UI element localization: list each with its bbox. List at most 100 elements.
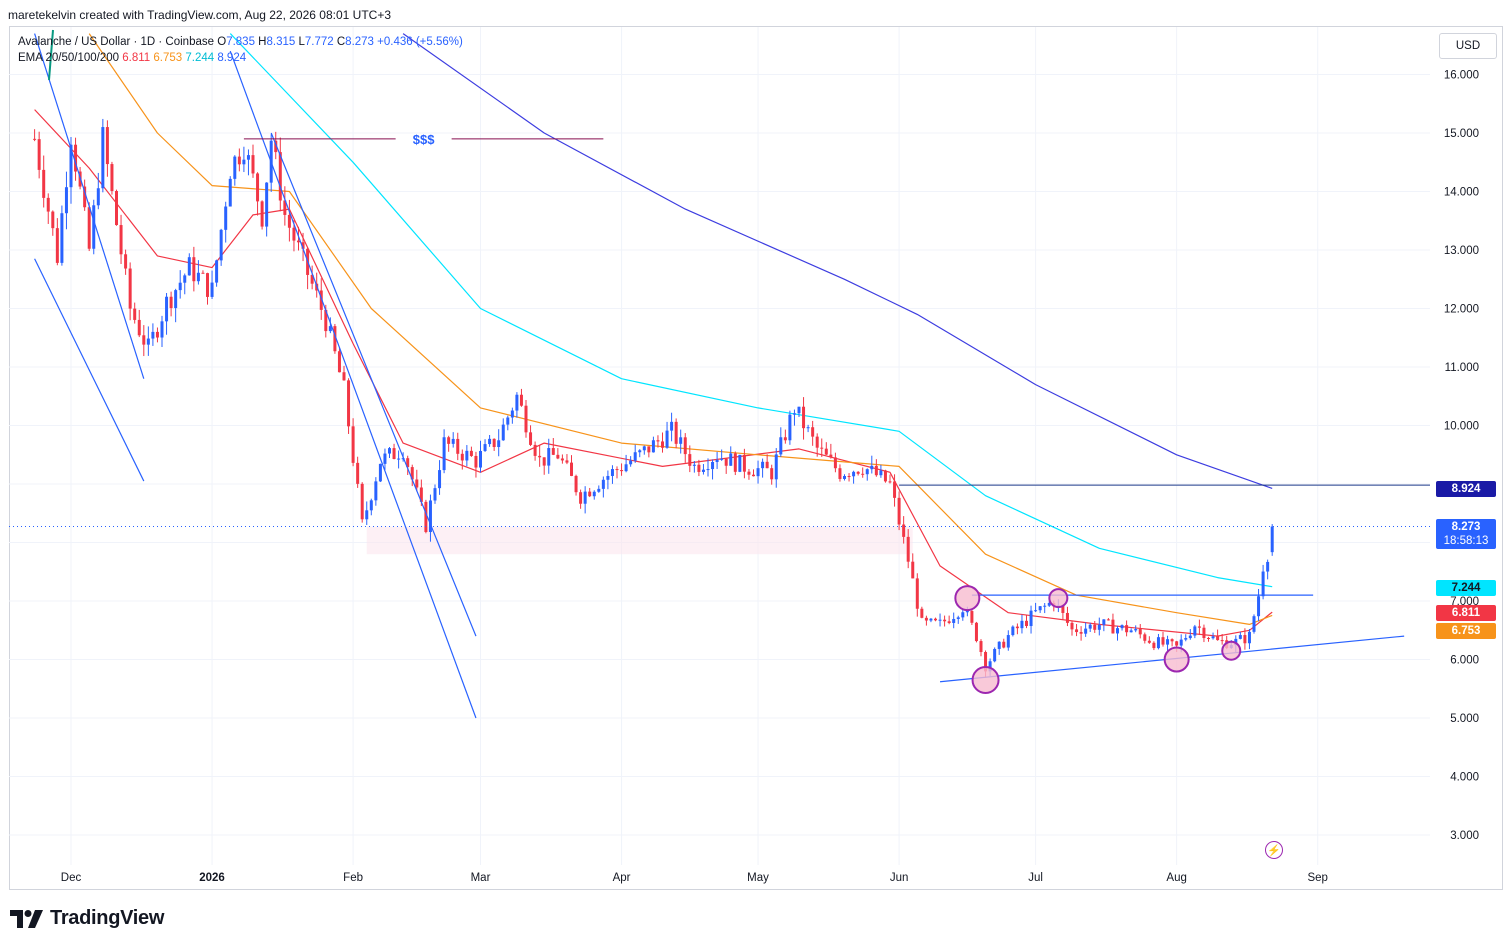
candle-up	[597, 488, 601, 492]
candle-up	[1006, 635, 1010, 648]
candle-up	[706, 469, 710, 471]
candle-down	[688, 454, 692, 466]
candle-up	[774, 454, 778, 480]
candle-down	[570, 462, 573, 476]
candle-up	[233, 156, 237, 179]
candle-down	[419, 487, 423, 502]
ema100-value: 7.244	[185, 52, 215, 64]
candle-down	[747, 471, 751, 475]
candle-up	[365, 510, 369, 520]
candle-down	[169, 296, 173, 309]
candle-down	[874, 465, 878, 476]
x-axis-tick-label: 2026	[199, 872, 225, 884]
candle-down	[51, 211, 55, 229]
candle-up	[1188, 635, 1192, 639]
candle-down	[37, 139, 41, 170]
candle-up	[806, 427, 810, 429]
candle-down	[360, 483, 364, 520]
candle-up	[510, 410, 514, 418]
candle-up	[711, 461, 715, 470]
candle-down	[192, 257, 196, 282]
candle-down	[856, 471, 860, 474]
candle-down	[415, 479, 419, 488]
candle-up	[451, 438, 455, 444]
candle-down	[119, 225, 123, 255]
candle-down	[811, 427, 815, 437]
x-axis-tick-label: Feb	[343, 872, 363, 884]
candle-up	[993, 648, 997, 662]
candle-down	[802, 406, 806, 429]
pattern-circle	[1221, 640, 1242, 661]
channel-trendline	[34, 258, 145, 482]
candle-down	[893, 481, 897, 498]
x-axis-tick-label: Jul	[1028, 872, 1043, 884]
candle-up	[1134, 629, 1138, 631]
candle-down	[1025, 620, 1028, 627]
candle-down	[742, 454, 746, 472]
candle-down	[847, 476, 851, 478]
x-axis-tick-label: Mar	[471, 872, 491, 884]
candle-down	[1147, 640, 1151, 643]
candle-down	[974, 622, 978, 642]
candle-down	[337, 351, 341, 373]
candle-down	[824, 448, 828, 455]
candle-up	[165, 296, 169, 322]
candle-up	[378, 463, 382, 482]
candle-up	[210, 282, 214, 297]
candle-down	[783, 437, 787, 441]
candle-down	[1207, 637, 1210, 639]
candle-up	[488, 438, 492, 445]
candle-down	[1106, 619, 1110, 621]
last-price-tag: 8.273 18:58:13	[1436, 519, 1496, 549]
candle-up	[151, 331, 155, 339]
candle-down	[1015, 626, 1019, 629]
high-label: H	[258, 36, 267, 48]
candle-up	[879, 470, 883, 476]
candle-up	[174, 290, 178, 309]
drawing-mark	[48, 29, 54, 81]
ema-legend-row: EMA 20/50/100/200 6.811 6.753 7.244 8.92…	[18, 50, 463, 66]
candle-down	[770, 468, 774, 480]
close-label: C	[336, 36, 346, 48]
currency-button[interactable]: USD	[1439, 33, 1497, 59]
candle-down	[815, 436, 819, 448]
candle-up	[715, 459, 719, 462]
chart-byline: maretekelvin created with TradingView.co…	[8, 8, 391, 22]
candle-up	[96, 188, 100, 206]
candle-down	[474, 455, 478, 468]
candle-up	[642, 446, 646, 451]
candle-up	[583, 491, 587, 504]
ema20-value: 6.811	[122, 52, 151, 64]
x-axis-tick-label: Jun	[890, 872, 909, 884]
chart-frame	[9, 26, 1503, 890]
candle-down	[1175, 641, 1179, 646]
low-value: 7.772	[304, 36, 334, 48]
channel-trendline	[229, 50, 477, 719]
symbol-title[interactable]: Avalanche / US Dollar · 1D · Coinbase	[18, 36, 215, 48]
candle-down	[661, 441, 664, 448]
candle-up	[465, 450, 469, 461]
candle-down	[1070, 622, 1074, 630]
ema20-price-tag: 6.811	[1436, 605, 1496, 621]
candle-down	[287, 214, 291, 228]
candle-up	[738, 454, 742, 472]
y-axis-tick-label: 13.000	[1444, 245, 1479, 257]
flash-icon[interactable]: ⚡	[1265, 841, 1283, 859]
candle-up	[624, 464, 628, 472]
tradingview-logo[interactable]: TradingView	[10, 907, 164, 930]
ema-label[interactable]: EMA 20/50/100/200	[18, 52, 120, 64]
open-label: O	[217, 36, 227, 48]
candle-down	[42, 169, 46, 198]
candle-up	[1088, 624, 1092, 629]
candle-down	[924, 617, 928, 621]
chart-legend: Avalanche / US Dollar · 1D · Coinbase O7…	[18, 34, 463, 66]
candle-up	[701, 469, 705, 472]
candle-down	[237, 156, 241, 165]
candle-down	[124, 254, 128, 269]
candle-down	[142, 335, 146, 345]
candle-down	[1111, 619, 1115, 634]
candle-up	[183, 275, 187, 283]
candle-down	[1152, 642, 1156, 649]
candle-down	[697, 464, 701, 472]
